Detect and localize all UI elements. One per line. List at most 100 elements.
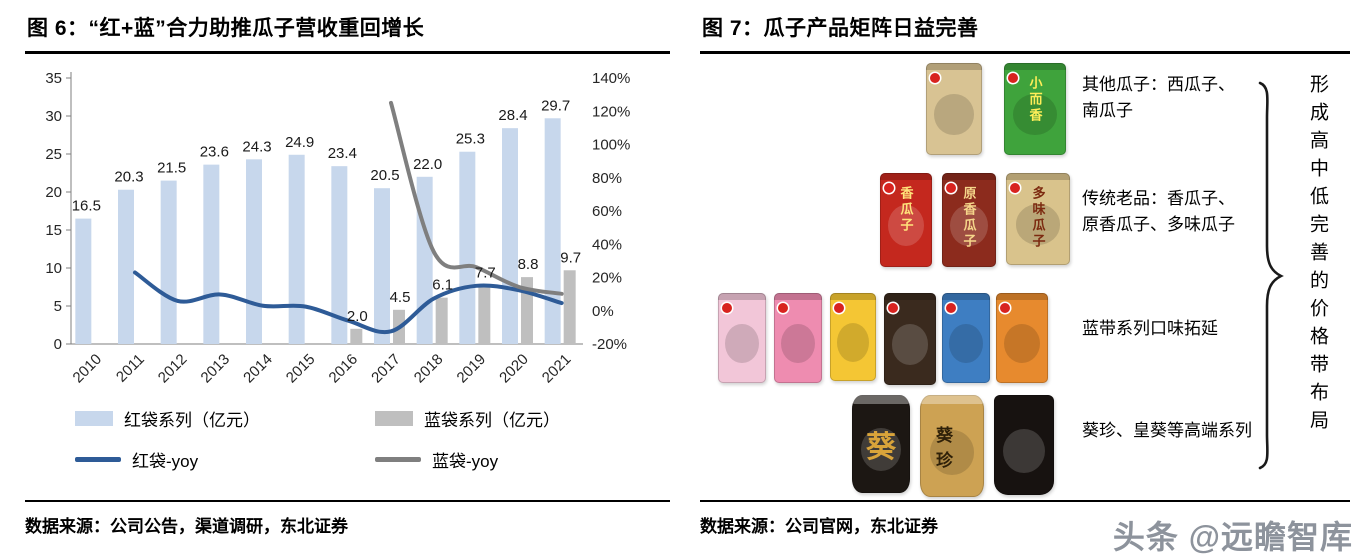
product-image-area	[1003, 429, 1045, 473]
product-image-area	[836, 322, 870, 362]
legend-bar-swatch	[375, 411, 413, 426]
figure7-panel: 图 7：瓜子产品矩阵日益完善 形成高中低完善的价格带布局 其他瓜子：西瓜子、 南…	[700, 8, 1350, 503]
brand-logo-dot	[946, 303, 956, 313]
price-band-vertical-text: 形成高中低完善的价格带布局	[1307, 74, 1328, 438]
svg-text:35: 35	[45, 70, 62, 87]
product-item: 原香瓜子	[942, 173, 996, 267]
product-image-area	[934, 94, 974, 135]
svg-text:100%: 100%	[592, 137, 630, 154]
figure7-source: 数据来源：公司官网，东北证券	[700, 500, 1350, 537]
product-image-area	[891, 324, 929, 365]
product-item	[996, 293, 1048, 383]
svg-text:24.3: 24.3	[242, 138, 271, 155]
legend-label: 蓝袋-yoy	[432, 452, 499, 471]
svg-text:23.4: 23.4	[328, 145, 357, 162]
product-image-area	[860, 428, 902, 472]
svg-text:4.5: 4.5	[390, 289, 411, 306]
product-label: 多味瓜子	[1030, 186, 1046, 250]
figure6-source: 数据来源：公司公告，渠道调研，东北证券	[25, 500, 670, 537]
svg-text:2019: 2019	[454, 351, 490, 387]
svg-text:2010: 2010	[70, 351, 106, 387]
svg-text:2021: 2021	[539, 351, 575, 387]
product-item: 香瓜子	[880, 173, 932, 267]
product-item	[926, 63, 982, 155]
svg-text:2012: 2012	[155, 351, 191, 387]
svg-text:140%: 140%	[592, 70, 630, 87]
product-item: 葵珍	[920, 395, 984, 497]
product-image-area	[1003, 323, 1041, 364]
legend-bar-swatch	[75, 411, 113, 426]
svg-text:2013: 2013	[198, 351, 234, 387]
legend-item-2: 红袋-yoy	[75, 447, 375, 472]
svg-text:2.0: 2.0	[347, 308, 368, 325]
brand-logo-dot	[778, 303, 788, 313]
revenue-combo-chart: 0 5 10 15 20 25 30 35 -20% 0% 20% 40% 60% 80% 100% 120%…	[45, 70, 630, 387]
product-item	[774, 293, 822, 383]
product-row-label-3: 葵珍、皇葵等高端系列	[1082, 421, 1252, 440]
product-image-area	[950, 204, 988, 247]
svg-text:20: 20	[45, 184, 62, 201]
product-item	[830, 293, 876, 381]
brand-logo-dot	[722, 303, 732, 313]
legend-item-1: 蓝袋系列（亿元）	[375, 406, 620, 431]
legend-label: 红袋-yoy	[132, 452, 199, 471]
svg-text:28.4: 28.4	[498, 107, 527, 124]
product-image-area	[929, 429, 975, 475]
svg-text:-20%: -20%	[592, 336, 627, 353]
product-row-label-0: 其他瓜子：西瓜子、 南瓜子	[1082, 75, 1235, 121]
svg-text:25: 25	[45, 146, 62, 163]
product-item	[994, 395, 1054, 495]
svg-text:40%: 40%	[592, 236, 622, 253]
product-image-area	[1015, 204, 1061, 245]
product-label: 小而香	[1027, 76, 1043, 124]
legend-item-3: 蓝袋-yoy	[375, 447, 620, 472]
brand-logo-dot	[1010, 183, 1020, 193]
svg-text:7.7: 7.7	[475, 264, 496, 281]
legend-line-swatch	[75, 457, 121, 462]
svg-text:23.6: 23.6	[200, 144, 229, 161]
brand-logo-dot	[946, 183, 956, 193]
svg-text:24.9: 24.9	[285, 134, 314, 151]
legend-item-0: 红袋系列（亿元）	[75, 406, 375, 431]
product-item: 小而香	[1004, 63, 1066, 155]
svg-text:2020: 2020	[496, 351, 532, 387]
svg-text:0: 0	[54, 336, 62, 353]
figure7-title: 图 7：瓜子产品矩阵日益完善	[700, 8, 1350, 54]
product-matrix: 形成高中低完善的价格带布局 其他瓜子：西瓜子、 南瓜子 小而香 传统老品：香瓜子、 …	[700, 58, 1350, 503]
svg-text:10: 10	[45, 260, 62, 277]
product-item: 葵	[852, 395, 910, 493]
svg-text:8.8: 8.8	[518, 256, 539, 273]
curly-brace	[1258, 81, 1284, 470]
svg-text:9.7: 9.7	[560, 249, 581, 266]
svg-text:2011: 2011	[113, 351, 148, 386]
svg-text:21.5: 21.5	[157, 160, 186, 177]
brand-logo-dot	[930, 73, 940, 83]
svg-text:120%: 120%	[592, 103, 630, 120]
brand-logo-dot	[834, 303, 844, 313]
svg-text:25.3: 25.3	[456, 131, 485, 148]
svg-text:16.5: 16.5	[72, 198, 101, 215]
watermark: 头条 @远瞻智库	[1112, 519, 1353, 555]
legend-line-swatch	[375, 457, 421, 462]
svg-text:15: 15	[45, 222, 62, 239]
brand-logo-dot	[888, 303, 898, 313]
svg-text:20.3: 20.3	[114, 169, 143, 186]
brand-logo-dot	[884, 183, 894, 193]
product-image-area	[887, 204, 925, 247]
legend-label: 红袋系列（亿元）	[124, 411, 260, 430]
svg-text:2017: 2017	[368, 351, 404, 387]
product-label: 葵珍	[936, 426, 955, 470]
svg-text:5: 5	[54, 298, 62, 315]
product-label: 葵	[866, 431, 896, 464]
figure6-legend: 红袋系列（亿元） 蓝袋系列（亿元） 红袋-yoy 蓝袋-yoy	[25, 406, 670, 472]
svg-text:30: 30	[45, 108, 62, 125]
legend-label: 蓝袋系列（亿元）	[424, 411, 560, 430]
product-image-area	[725, 323, 759, 364]
svg-text:22.0: 22.0	[413, 156, 442, 173]
product-label: 香瓜子	[898, 186, 914, 234]
product-image-area	[949, 323, 983, 364]
svg-text:2018: 2018	[411, 351, 447, 387]
product-item	[718, 293, 766, 383]
svg-text:0%: 0%	[592, 303, 614, 320]
